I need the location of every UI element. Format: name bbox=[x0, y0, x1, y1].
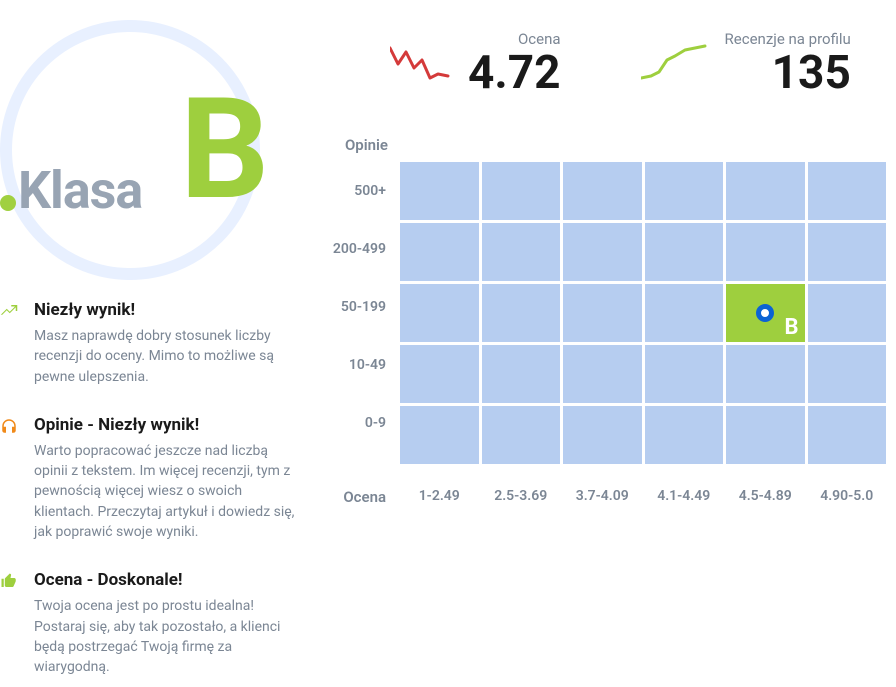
heatmap-cell bbox=[563, 406, 642, 464]
x-axis-label: 3.7-4.09 bbox=[563, 488, 642, 506]
class-badge: Klasa B bbox=[0, 20, 280, 280]
thumb-up-icon bbox=[0, 570, 20, 677]
metric-reviews: Recenzje na profilu 135 bbox=[641, 30, 851, 96]
x-axis-label: 4.5-4.89 bbox=[726, 488, 805, 506]
rating-sparkline bbox=[390, 40, 454, 96]
heatmap-cell bbox=[563, 284, 642, 342]
x-axis-label: 2.5-3.69 bbox=[482, 488, 561, 506]
badge-dot bbox=[0, 195, 16, 211]
heatmap-cell bbox=[400, 345, 479, 403]
rating-value: 4.72 bbox=[468, 50, 561, 96]
y-axis-label: 0-9 bbox=[320, 394, 400, 452]
sparkline-svg bbox=[390, 40, 454, 84]
x-axis-label: 1-2.49 bbox=[400, 488, 479, 506]
heatmap-cell bbox=[400, 406, 479, 464]
heatmap-cell: B bbox=[726, 284, 805, 342]
badge-letter: B bbox=[180, 80, 269, 220]
heatmap-cell bbox=[563, 223, 642, 281]
cell-letter: B bbox=[784, 315, 798, 340]
heatmap-cell bbox=[726, 162, 805, 220]
heatmap-cell bbox=[400, 284, 479, 342]
heatmap-cell bbox=[808, 345, 887, 403]
heatmap-cell bbox=[808, 284, 887, 342]
heatmap-cell bbox=[645, 345, 724, 403]
dashboard-container: Klasa B Niezły wynik! Masz naprawdę dobry… bbox=[0, 0, 896, 687]
x-axis-labels: 1-2.492.5-3.693.7-4.094.1-4.494.5-4.894.… bbox=[400, 488, 886, 506]
metrics-row: Ocena 4.72 Recenzje na profilu 135 bbox=[320, 30, 886, 96]
y-axis-label: 200-499 bbox=[320, 220, 400, 278]
y-axis-label: 10-49 bbox=[320, 336, 400, 394]
y-axis-labels: 500+200-49950-19910-490-9 bbox=[320, 162, 400, 464]
heatmap-cell bbox=[563, 345, 642, 403]
heatmap-cell bbox=[400, 162, 479, 220]
heatmap-cell bbox=[482, 223, 561, 281]
insight-title: Ocena - Doskonale! bbox=[34, 570, 300, 590]
heatmap-cell bbox=[645, 406, 724, 464]
insight-desc: Masz naprawdę dobry stosunek liczby rece… bbox=[34, 326, 300, 387]
heatmap-cell bbox=[400, 223, 479, 281]
heatmap-cell bbox=[808, 223, 887, 281]
headphones-icon bbox=[0, 415, 20, 542]
insight-item: Niezły wynik! Masz naprawdę dobry stosune… bbox=[0, 300, 300, 387]
insight-item: Ocena - Doskonale! Twoja ocena jest po pr… bbox=[0, 570, 300, 677]
insight-item: Opinie - Niezły wynik! Warto popracować j… bbox=[0, 415, 300, 542]
heatmap-cell bbox=[482, 284, 561, 342]
metric-rating: Ocena 4.72 bbox=[390, 30, 561, 96]
right-column: Ocena 4.72 Recenzje na profilu 135 Opini… bbox=[320, 0, 896, 687]
heatmap-cell bbox=[726, 406, 805, 464]
y-axis-label: 500+ bbox=[320, 162, 400, 220]
insight-desc: Warto popracować jeszcze nad liczbą opin… bbox=[34, 441, 300, 542]
x-axis-title: Ocena bbox=[320, 488, 400, 506]
heatmap-cell bbox=[808, 162, 887, 220]
y-axis-title: Opinie bbox=[320, 136, 400, 154]
heatmap-cell bbox=[482, 162, 561, 220]
heatmap-cell bbox=[645, 284, 724, 342]
heatmap-cell bbox=[726, 345, 805, 403]
heatmap-cell bbox=[563, 162, 642, 220]
badge-prefix: Klasa bbox=[18, 160, 142, 221]
reviews-sparkline bbox=[641, 40, 711, 96]
y-axis-label: 50-199 bbox=[320, 278, 400, 336]
reviews-value: 135 bbox=[725, 50, 851, 96]
heatmap-grid: B bbox=[400, 162, 886, 464]
sparkline-svg bbox=[641, 40, 711, 84]
heatmap-cell bbox=[808, 406, 887, 464]
x-axis-label: 4.1-4.49 bbox=[645, 488, 724, 506]
trend-up-icon bbox=[0, 300, 20, 387]
heatmap-cell bbox=[482, 345, 561, 403]
insight-title: Opinie - Niezły wynik! bbox=[34, 415, 300, 435]
heatmap-cell bbox=[645, 223, 724, 281]
insight-desc: Twoja ocena jest po prostu idealna! Post… bbox=[34, 596, 300, 677]
insight-title: Niezły wynik! bbox=[34, 300, 300, 320]
heatmap-cell bbox=[726, 223, 805, 281]
position-marker-icon bbox=[756, 304, 774, 322]
heatmap-cell bbox=[645, 162, 724, 220]
x-axis-label: 4.90-5.0 bbox=[808, 488, 887, 506]
insights-list: Niezły wynik! Masz naprawdę dobry stosune… bbox=[0, 300, 320, 678]
heatmap-cell bbox=[482, 406, 561, 464]
left-column: Klasa B Niezły wynik! Masz naprawdę dobry… bbox=[0, 0, 320, 687]
heatmap-chart: Opinie 500+200-49950-19910-490-9 B Ocena… bbox=[320, 136, 886, 506]
